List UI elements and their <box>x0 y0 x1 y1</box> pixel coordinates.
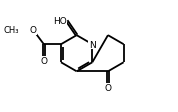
Text: O: O <box>40 57 47 66</box>
Text: HO: HO <box>53 17 67 26</box>
Text: O: O <box>104 84 111 93</box>
Text: O: O <box>30 26 36 35</box>
Text: CH₃: CH₃ <box>3 26 19 35</box>
Text: N: N <box>89 40 96 49</box>
